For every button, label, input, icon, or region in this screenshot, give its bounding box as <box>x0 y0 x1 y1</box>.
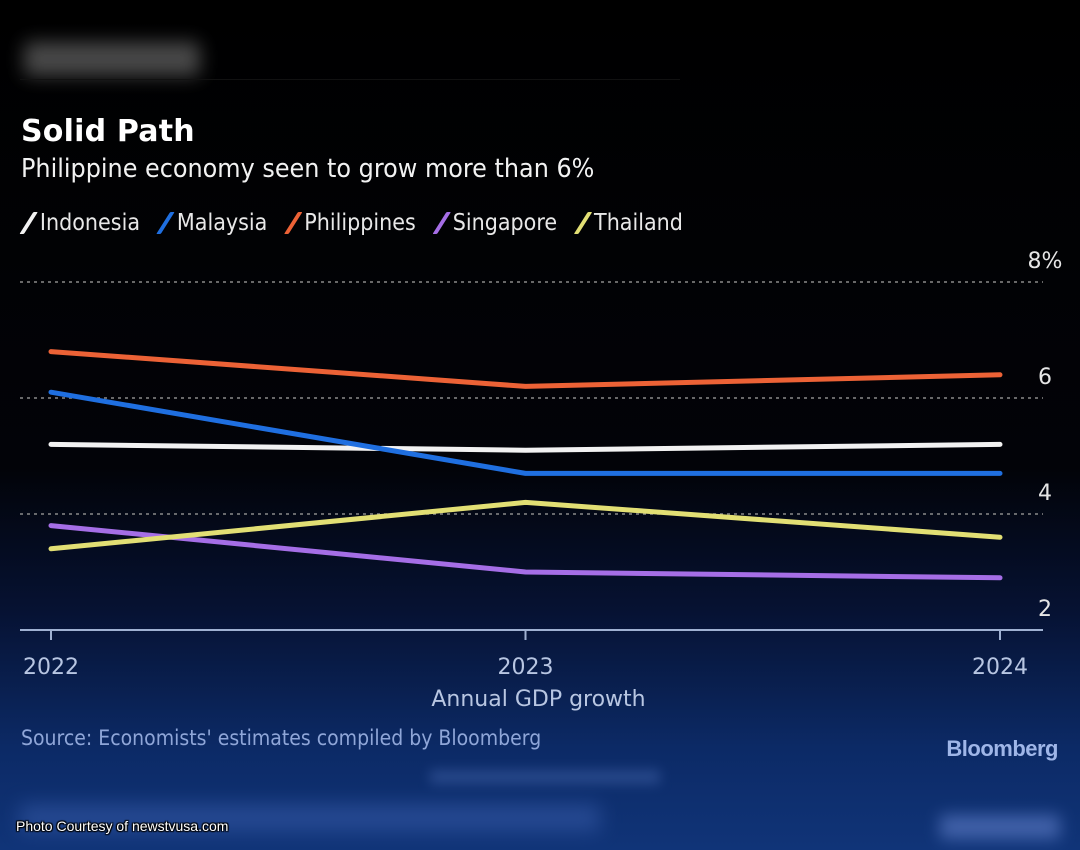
header-divider <box>20 79 680 80</box>
legend-item-philippines: Philippines <box>283 210 416 236</box>
photo-credit: Photo Courtesy of newstvusa.com <box>16 818 229 834</box>
x-tick-label: 2022 <box>23 655 79 680</box>
x-tick-label: 2024 <box>972 655 1028 680</box>
chart-title: Solid Path <box>21 114 195 149</box>
x-axis-label: Annual GDP growth <box>431 687 645 712</box>
series-line-indonesia <box>48 441 1003 453</box>
legend-label: Philippines <box>304 210 416 236</box>
legend-label: Malaysia <box>176 210 268 236</box>
legend-label: Thailand <box>594 210 683 236</box>
blurred-header-text <box>24 42 200 76</box>
bloomberg-logo: Bloomberg <box>946 736 1058 761</box>
legend-item-singapore: Singapore <box>432 210 558 236</box>
series-line-singapore <box>48 523 1003 581</box>
blurred-region <box>940 815 1060 839</box>
y-tick-label: 8% <box>1028 249 1063 274</box>
legend-item-malaysia: Malaysia <box>156 210 268 236</box>
series-line-thailand <box>48 499 1003 552</box>
legend-label: Singapore <box>452 210 558 236</box>
y-tick-label: 6 <box>1038 365 1052 390</box>
series-line-malaysia <box>48 389 1003 476</box>
blurred-region <box>430 770 660 784</box>
legend: Indonesia Malaysia Philippines Singapore… <box>19 210 701 236</box>
source-note: Source: Economists' estimates compiled b… <box>21 726 542 750</box>
legend-item-thailand: Thailand <box>573 210 683 236</box>
blurred-region <box>20 805 600 831</box>
legend-label: Indonesia <box>39 210 141 236</box>
line-chart: 8% 6 4 2 2022 2023 2024 Annual GDP growth <box>20 249 1063 712</box>
y-tick-label: 4 <box>1038 481 1052 506</box>
legend-item-indonesia: Indonesia <box>19 210 141 236</box>
y-tick-label: 2 <box>1038 597 1052 622</box>
chart-subtitle: Philippine economy seen to grow more tha… <box>21 154 595 184</box>
x-tick-label: 2023 <box>498 655 554 680</box>
series-line-philippines <box>48 349 1003 389</box>
